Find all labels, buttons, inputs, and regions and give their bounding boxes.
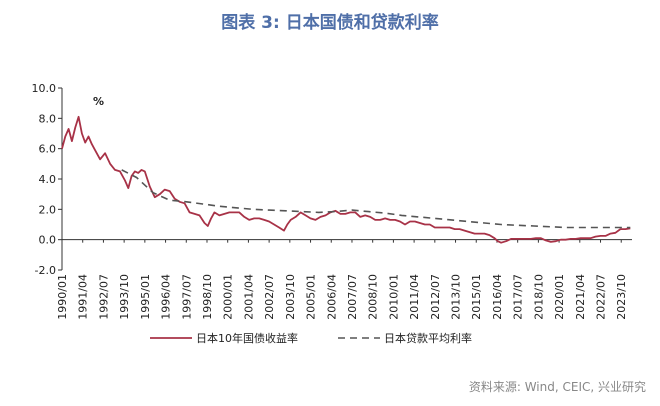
source-note: 资料来源: Wind, CEIC, 兴业研究 [468,380,646,394]
series-area [61,115,631,244]
x-tick-label: 2002/07 [263,274,276,320]
y-tick-label: 2.0 [39,203,57,216]
x-tick-label: 2008/10 [367,274,380,320]
x-axis: 1990/01 1991/04 1992/07 1993/10 1995/01 1996/… [56,239,632,320]
y-tick-label: 6.0 [39,143,57,156]
chart-title: 图表 3: 日本国债和贷款利率 [221,13,439,33]
x-tick-label: 2016/04 [491,274,504,320]
x-tick-label: 1991/04 [77,274,90,320]
x-tick-label: 1995/01 [139,274,152,320]
x-tick-label: 2017/07 [512,274,525,320]
y-axis: 10.0 8.0 6.0 4.0 2.0 0.0 -2.0 [32,82,63,277]
x-tick-label: 2005/01 [305,274,318,320]
x-tick-label: 2011/04 [408,274,421,320]
legend: 日本10年国债收益率 日本贷款平均利率 [150,331,472,345]
y-tick-label: 4.0 [39,173,57,186]
y-tick-label: 10.0 [32,82,57,95]
y-tick-label: 8.0 [39,112,57,125]
x-tick-label: 2010/01 [387,274,400,320]
x-tick-label: 2003/10 [284,274,297,320]
x-tick-label: 2006/04 [325,274,338,320]
x-tick-label: 2001/04 [242,274,255,320]
x-tick-label: 2021/04 [574,274,587,320]
x-tick-label: 1998/10 [201,274,214,320]
series-line-jgb-yield [61,115,631,244]
series-line-loan-rate [121,169,631,229]
legend-label: 日本贷款平均利率 [384,331,472,345]
x-tick-label: 2018/10 [532,274,545,320]
x-tick-label: 2022/07 [595,274,608,320]
x-tick-label: 2023/10 [615,274,628,320]
x-tick-label: 1996/04 [160,274,173,320]
x-tick-label: 1993/10 [118,274,131,320]
x-tick-label: 2007/07 [346,274,359,320]
x-tick-label: 2013/10 [450,274,463,320]
y-tick-label: -2.0 [35,264,56,277]
legend-label: 日本10年国债收益率 [196,331,298,345]
x-tick-label: 2015/01 [470,274,483,320]
y-tick-label: 0.0 [39,234,57,247]
x-tick-label: 1990/01 [56,274,69,320]
x-tick-label: 1992/07 [97,274,110,320]
x-tick-label: 1997/07 [180,274,193,320]
x-tick-label: 2000/01 [222,274,235,320]
x-tick-label: 2020/01 [553,274,566,320]
unit-label: % [93,95,104,108]
x-tick-label: 2012/07 [429,274,442,320]
